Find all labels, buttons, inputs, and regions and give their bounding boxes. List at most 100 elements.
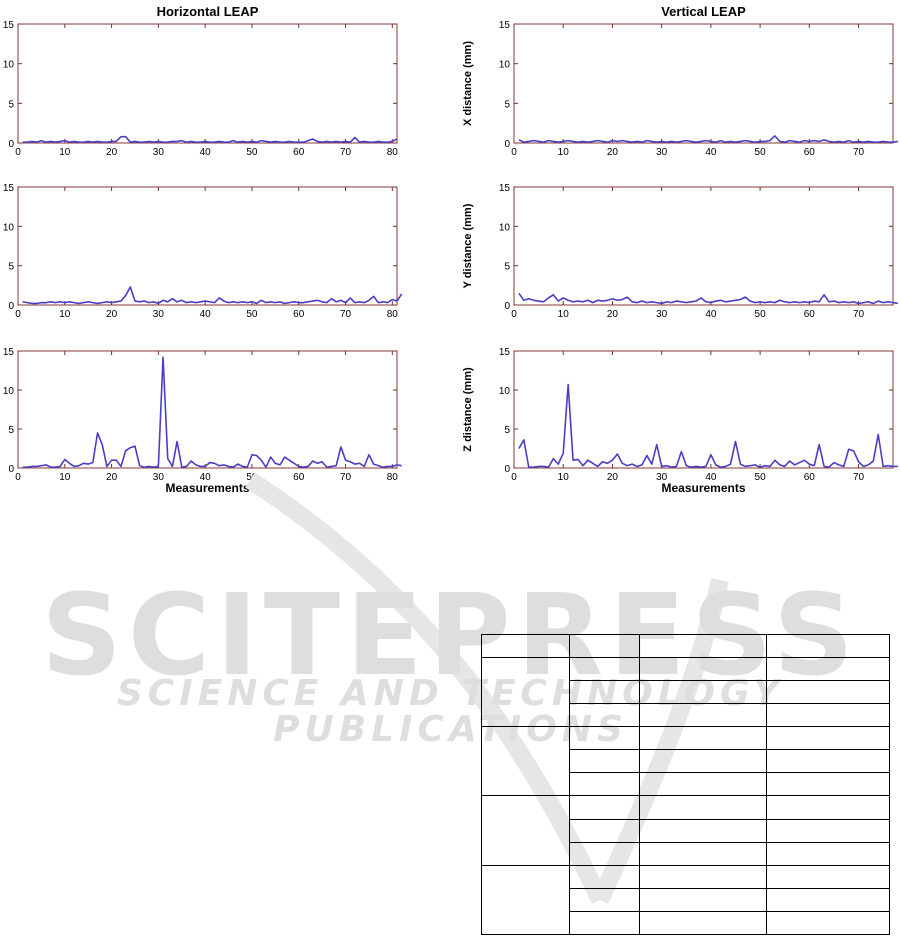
table-cell xyxy=(568,703,641,728)
x-tick-label: 70 xyxy=(340,147,352,158)
x-tick-label: 20 xyxy=(106,309,118,320)
table-row xyxy=(481,726,890,797)
table-cell xyxy=(639,680,767,705)
x-tick-label: 70 xyxy=(853,309,865,320)
y-axis-label: Z distance (mm) xyxy=(462,367,474,452)
x-tick-label: 50 xyxy=(246,147,258,158)
x-tick-label: 20 xyxy=(607,147,619,158)
data-table xyxy=(481,633,890,936)
x-axis-label: Measurements xyxy=(661,481,745,495)
y-tick-label: 5 xyxy=(504,425,510,436)
x-tick-label: 40 xyxy=(705,309,717,320)
x-tick-label: 40 xyxy=(200,309,212,320)
table-row xyxy=(481,657,890,728)
table-cell xyxy=(568,887,641,912)
table-cell xyxy=(765,703,890,728)
x-tick-label: 30 xyxy=(153,309,165,320)
table-cell xyxy=(765,657,890,682)
x-tick-label: 30 xyxy=(656,147,668,158)
plot-frame xyxy=(513,350,894,469)
x-tick-label: 50 xyxy=(755,472,767,483)
x-tick-label: 80 xyxy=(387,147,399,158)
x-tick-label: 60 xyxy=(804,472,816,483)
y-tick-label: 0 xyxy=(8,464,14,475)
y-tick-label: 15 xyxy=(499,183,511,194)
x-tick-label: 10 xyxy=(59,472,71,483)
x-tick-label: 70 xyxy=(853,472,865,483)
table-row xyxy=(482,749,890,774)
x-tick-label: 40 xyxy=(705,147,717,158)
table-cell xyxy=(639,841,767,866)
y-axis-label: Y distance (mm) xyxy=(462,203,474,288)
x-tick-label: 20 xyxy=(607,472,619,483)
x-tick-label: 30 xyxy=(153,472,165,483)
x-tick-label: 20 xyxy=(106,147,118,158)
table-cell xyxy=(568,910,641,936)
x-tick-label: 10 xyxy=(59,147,71,158)
table-cell xyxy=(765,680,890,705)
y-tick-label: 0 xyxy=(8,301,14,312)
table-group-cell xyxy=(481,795,570,866)
plot-frame xyxy=(513,23,894,144)
table-cell xyxy=(568,680,641,705)
table-cell xyxy=(481,633,570,659)
series-line xyxy=(22,135,398,144)
table-cell xyxy=(639,749,767,774)
x-tick-label: 60 xyxy=(293,147,305,158)
table-row xyxy=(481,633,890,659)
table-cell xyxy=(639,887,767,912)
chart-title: Vertical LEAP xyxy=(661,4,746,19)
x-tick-label: 20 xyxy=(607,309,619,320)
x-tick-label: 10 xyxy=(558,472,570,483)
x-tick-label: 60 xyxy=(804,309,816,320)
y-tick-label: 10 xyxy=(499,386,511,397)
y-tick-label: 10 xyxy=(3,60,15,71)
x-tick-label: 70 xyxy=(853,147,865,158)
table-cell xyxy=(639,726,767,751)
y-tick-label: 0 xyxy=(504,139,510,150)
x-tick-label: 60 xyxy=(293,472,305,483)
y-tick-label: 15 xyxy=(499,20,511,31)
empty-grid-table xyxy=(481,633,890,936)
y-tick-label: 0 xyxy=(504,301,510,312)
plot-frame xyxy=(17,186,398,306)
table-cell xyxy=(639,864,767,889)
plot-frame xyxy=(513,186,894,306)
x-tick-label: 80 xyxy=(387,309,399,320)
table-cell xyxy=(639,795,767,820)
x-tick-label: 40 xyxy=(200,472,212,483)
x-tick-label: 80 xyxy=(387,472,399,483)
x-tick-label: 40 xyxy=(705,472,717,483)
table-row xyxy=(482,910,890,936)
table-cell xyxy=(568,795,641,820)
table-cell xyxy=(765,841,890,866)
x-tick-label: 30 xyxy=(656,472,668,483)
x-tick-label: 20 xyxy=(106,472,118,483)
x-tick-label: 10 xyxy=(558,147,570,158)
x-tick-label: 0 xyxy=(511,472,517,483)
y-tick-label: 5 xyxy=(504,262,510,273)
series-line xyxy=(22,356,402,469)
x-tick-label: 30 xyxy=(153,147,165,158)
table-row xyxy=(481,864,890,936)
x-tick-label: 40 xyxy=(200,147,212,158)
x-tick-label: 60 xyxy=(804,147,816,158)
table-row xyxy=(482,680,890,705)
table-cell xyxy=(568,864,641,889)
x-tick-label: 0 xyxy=(15,309,21,320)
series-line xyxy=(22,286,403,305)
table-cell xyxy=(639,633,767,659)
chart-title: Horizontal LEAP xyxy=(157,4,259,19)
x-tick-label: 70 xyxy=(340,472,352,483)
y-tick-label: 10 xyxy=(3,386,15,397)
x-tick-label: 50 xyxy=(246,309,258,320)
x-tick-label: 0 xyxy=(15,472,21,483)
x-tick-label: 60 xyxy=(293,309,305,320)
table-cell xyxy=(568,749,641,774)
x-axis-label: Measurements xyxy=(165,481,249,495)
table-cell xyxy=(568,818,641,843)
table-cell xyxy=(765,772,890,797)
table-cell xyxy=(765,633,890,659)
x-tick-label: 0 xyxy=(511,309,517,320)
